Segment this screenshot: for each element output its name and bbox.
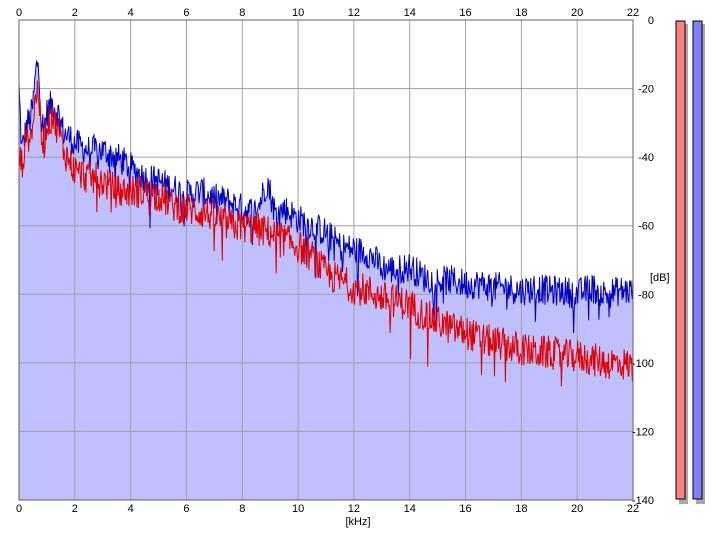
x-tick-label-top: 6 [183,7,189,19]
x-tick-label-bottom: 8 [239,503,245,515]
x-tick-label-top: 12 [348,7,360,19]
y-tick-label: 0 [648,15,654,27]
series-fill-area [19,60,633,501]
series-line-2 [18,80,634,387]
y-tick-label: -140 [632,495,654,507]
x-tick-label-bottom: 2 [72,503,78,515]
series-layer [18,60,634,387]
x-tick-label-top: 8 [239,7,245,19]
x-tick-label-bottom: 18 [515,503,527,515]
x-tick-label-top: 4 [128,7,134,19]
x-tick-label-bottom: 0 [16,503,22,515]
x-tick-label-top: 10 [292,7,304,19]
x-axis-label: [kHz] [345,516,370,528]
y-tick-label: -40 [638,152,654,164]
x-tick-label-top: 18 [515,7,527,19]
x-tick-label-bottom: 16 [459,503,471,515]
x-tick-label-bottom: 20 [571,503,583,515]
level-meter-2 [692,20,703,500]
x-tick-label-top: 22 [627,7,639,19]
x-tick-label-bottom: 6 [183,503,189,515]
x-tick-label-bottom: 22 [627,503,639,515]
series-line-1 [18,60,634,334]
y-axis-label: [dB] [650,272,670,284]
x-tick-label-top: 0 [16,7,22,19]
spectrum-fill-layer [19,60,633,501]
y-tick-label: -60 [638,221,654,233]
level-meters [675,20,705,504]
x-tick-label-top: 2 [72,7,78,19]
level-meter-1 [675,20,686,500]
y-axis-ticks: 0 -20 -40 -60 -80 -100 -120 -140 [632,15,654,507]
y-tick-label: -80 [638,289,654,301]
plot-border [18,19,634,501]
x-tick-label-top: 20 [571,7,583,19]
x-tick-label-top: 14 [404,7,416,19]
x-tick-label-bottom: 14 [404,503,416,515]
y-tick-label: -100 [632,358,654,370]
grid [18,19,634,501]
x-tick-label-bottom: 10 [292,503,304,515]
x-tick-label-bottom: 12 [348,503,360,515]
x-tick-label-top: 16 [459,7,471,19]
y-tick-label: -120 [632,426,654,438]
x-tick-label-bottom: 4 [128,503,134,515]
y-tick-label: -20 [638,84,654,96]
